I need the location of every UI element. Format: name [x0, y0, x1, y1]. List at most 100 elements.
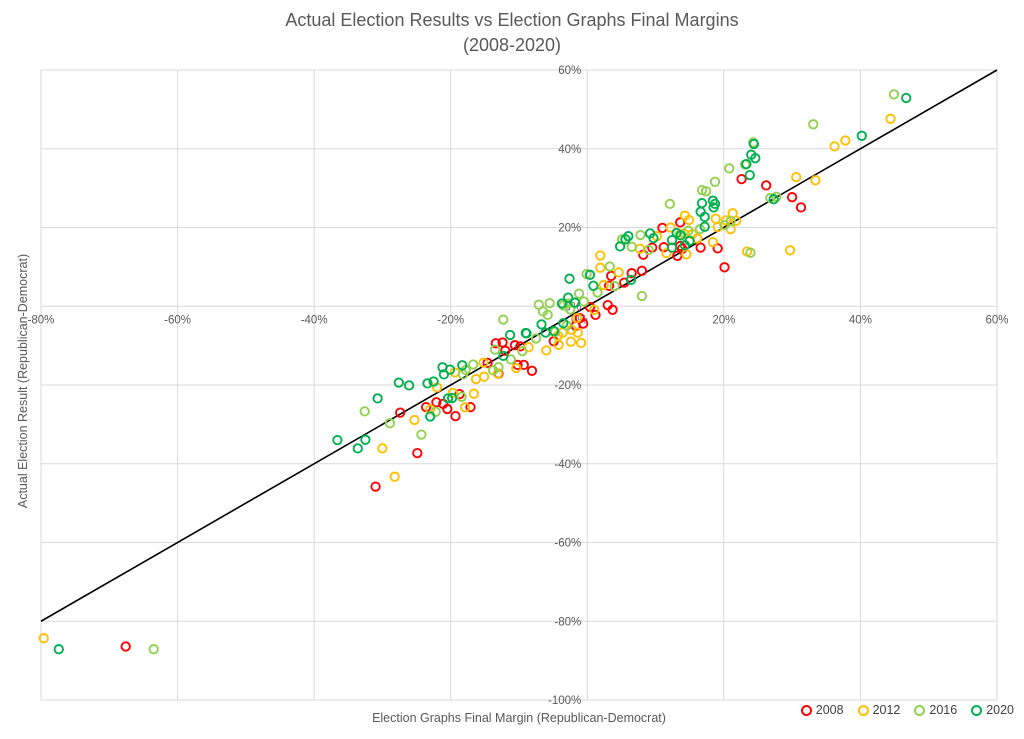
scatter-point-2020 — [360, 434, 371, 445]
scatter-point-2020 — [438, 369, 450, 380]
scatter-point-2016 — [771, 191, 782, 202]
scatter-point-2012 — [885, 113, 896, 124]
legend-item-2008: 2008 — [800, 703, 844, 717]
scatter-point-2020 — [428, 376, 439, 387]
scatter-point-2016 — [635, 229, 646, 241]
scatter-point-2020 — [332, 434, 343, 446]
scatter-point-2012 — [553, 339, 564, 350]
scatter-point-2008 — [607, 304, 618, 315]
scatter-point-2016 — [498, 314, 509, 325]
scatter-point-2012 — [38, 633, 49, 644]
scatter-point-2020 — [614, 241, 626, 252]
chart-legend: 2008 2012 2016 2020 — [800, 703, 1014, 717]
scatter-point-2012 — [710, 213, 721, 224]
scatter-point-2016 — [643, 244, 654, 256]
legend-item-2012: 2012 — [857, 703, 900, 717]
scatter-point-2008 — [490, 338, 501, 349]
scatter-point-2012 — [588, 304, 600, 315]
scatter-point-2016 — [456, 391, 467, 402]
scatter-point-2008 — [636, 265, 648, 276]
scatter-point-2008 — [412, 447, 423, 459]
y-axis-tick-label: -20% — [554, 380, 581, 392]
scatter-point-2012 — [707, 236, 719, 248]
scatter-point-2016 — [563, 298, 574, 309]
scatter-point-2016 — [808, 119, 819, 130]
scatter-point-2016 — [565, 304, 576, 315]
legend-marker-2016-icon — [914, 704, 926, 716]
scatter-point-2020 — [748, 138, 760, 150]
scatter-point-2008 — [120, 641, 131, 652]
scatter-point-2020 — [442, 393, 454, 404]
y-axis-tick-label: 40% — [558, 144, 581, 156]
scatter-point-2008 — [695, 242, 706, 253]
scatter-point-2020 — [422, 378, 433, 389]
scatter-point-2020 — [53, 644, 64, 655]
series-2020-points — [53, 92, 912, 655]
scatter-point-2008 — [395, 407, 406, 418]
scatter-point-2016 — [626, 241, 637, 252]
scatter-point-2016 — [487, 365, 499, 376]
scatter-point-2020 — [699, 211, 710, 223]
scatter-point-2012 — [425, 404, 436, 415]
scatter-point-2012 — [720, 215, 732, 226]
scatter-point-2008 — [370, 481, 381, 492]
scatter-point-2012 — [468, 388, 480, 399]
scatter-point-2016 — [888, 89, 900, 100]
scatter-point-2020 — [684, 235, 695, 247]
scatter-point-2016 — [664, 198, 676, 210]
scatter-point-2020 — [521, 328, 532, 339]
scatter-point-2012 — [840, 135, 851, 146]
scatter-point-2020 — [696, 197, 708, 209]
y-axis-title: Actual Election Result (Republican-Democ… — [16, 253, 30, 509]
scatter-point-2012 — [665, 222, 676, 233]
scatter-point-2016 — [148, 644, 159, 655]
scatter-point-2008 — [431, 397, 442, 408]
scatter-point-2008 — [795, 202, 807, 213]
scatter-point-2012 — [409, 414, 420, 426]
scatter-point-2012 — [575, 337, 587, 349]
x-axis-title: Election Graphs Final Margin (Republican… — [372, 711, 666, 725]
scatter-point-2020 — [901, 92, 912, 104]
scatter-point-2020 — [563, 292, 574, 303]
series-2016-points — [148, 89, 900, 655]
x-axis-tick-label: -20% — [437, 314, 464, 326]
x-axis-tick-label: -60% — [164, 314, 191, 326]
scatter-point-2012 — [595, 250, 606, 261]
y-axis-tick-label: 20% — [558, 223, 581, 235]
scatter-point-2020 — [457, 360, 468, 371]
scatter-point-2012 — [598, 279, 609, 291]
scatter-point-2008 — [719, 262, 730, 273]
scatter-point-2012 — [511, 362, 522, 374]
scatter-point-2020 — [675, 230, 686, 241]
scatter-point-2020 — [444, 364, 456, 375]
chart-title: Actual Election Results vs Election Grap… — [0, 8, 1024, 58]
scatter-point-2008 — [500, 345, 511, 356]
scatter-point-2020 — [699, 221, 710, 232]
scatter-point-2016 — [384, 418, 396, 429]
scatter-point-2008 — [786, 192, 798, 203]
scatter-point-2016 — [683, 225, 694, 236]
x-axis-tick-label: 40% — [849, 314, 872, 326]
scatter-point-2020 — [623, 231, 634, 242]
scatter-point-2012 — [479, 371, 490, 382]
x-axis-tick-label: -80% — [28, 314, 55, 326]
legend-label: 2016 — [929, 703, 958, 717]
scatter-point-2020 — [556, 298, 568, 309]
y-axis-tick-label: 60% — [558, 65, 581, 77]
scatter-point-2016 — [416, 429, 427, 440]
scatter-point-2012 — [784, 245, 796, 256]
scatter-point-2016 — [724, 163, 735, 174]
scatter-point-2012 — [389, 471, 400, 482]
scatter-point-2016 — [489, 344, 501, 355]
scatter-point-2020 — [648, 232, 659, 244]
scatter-point-2012 — [712, 221, 723, 233]
scatter-point-2012 — [829, 141, 840, 152]
scatter-point-2008 — [626, 268, 637, 279]
scatter-point-2016 — [609, 281, 620, 292]
scatter-point-2020 — [352, 443, 363, 454]
y-axis-tick-label: -100% — [548, 695, 581, 707]
scatter-point-2016 — [493, 362, 504, 373]
y-axis-tick-label: -40% — [554, 459, 581, 471]
scatter-point-2016 — [700, 186, 712, 197]
